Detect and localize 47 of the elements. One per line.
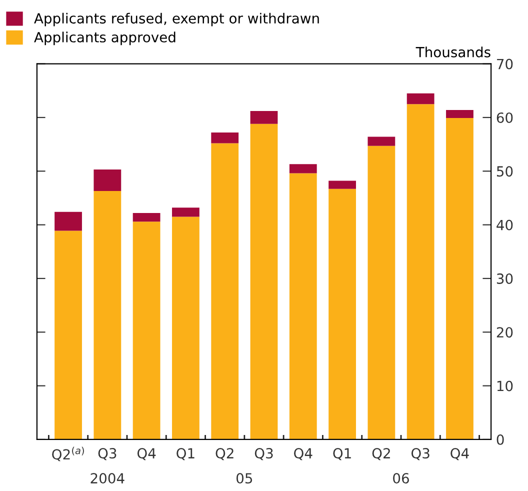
x-tick-label: Q2 xyxy=(372,448,390,460)
bar xyxy=(132,222,160,440)
bar xyxy=(211,132,239,144)
y-axis-title: Thousands xyxy=(416,46,490,58)
y-tick-label: 60 xyxy=(496,112,513,123)
bar xyxy=(368,136,396,146)
bar xyxy=(289,164,317,174)
y-tick-label: 30 xyxy=(496,273,513,284)
legend-label: Applicants approved xyxy=(34,32,176,46)
text: 06 xyxy=(393,473,409,484)
x-tick-label: Q3 xyxy=(411,448,430,460)
bar xyxy=(368,146,396,440)
bar xyxy=(406,93,434,104)
bar xyxy=(250,124,278,440)
x-tick-label: Q2$^{(a)}$ xyxy=(52,446,84,462)
bar xyxy=(94,170,122,192)
x-tick-label: Q4 xyxy=(294,448,312,460)
x-tick-label: Q4 xyxy=(450,448,469,460)
x-tick-label: Q3 xyxy=(254,448,273,460)
bar xyxy=(406,104,434,440)
x-tick-label: Q3 xyxy=(98,448,116,460)
bar xyxy=(250,111,278,124)
y-tick-label: 0 xyxy=(496,434,504,445)
bar xyxy=(328,180,356,189)
y-tick-label: 20 xyxy=(496,327,513,338)
bar xyxy=(289,173,317,440)
bar xyxy=(94,191,122,440)
y-tick-label: 70 xyxy=(497,58,513,70)
y-tick-label: 40 xyxy=(496,220,513,230)
bar xyxy=(172,208,200,217)
y-tick-label: 10 xyxy=(497,380,513,392)
bar xyxy=(54,212,82,231)
y-tick-label: 50 xyxy=(496,166,513,177)
bar xyxy=(132,213,160,222)
x-tick-label: Q1 xyxy=(333,448,351,460)
x-tick-label: Q2 xyxy=(216,448,234,460)
text: 2004 xyxy=(90,473,124,484)
x-tick-label: Q4 xyxy=(137,448,156,460)
legend-label: Applicants refused, exempt or withdrawn xyxy=(34,12,319,26)
bar xyxy=(446,110,474,118)
bar xyxy=(211,143,239,440)
bar xyxy=(54,230,82,440)
x-tick-label: Q1 xyxy=(176,448,194,460)
bar xyxy=(172,216,200,440)
bar xyxy=(328,188,356,440)
bar xyxy=(446,118,474,440)
text: 05 xyxy=(236,473,252,484)
